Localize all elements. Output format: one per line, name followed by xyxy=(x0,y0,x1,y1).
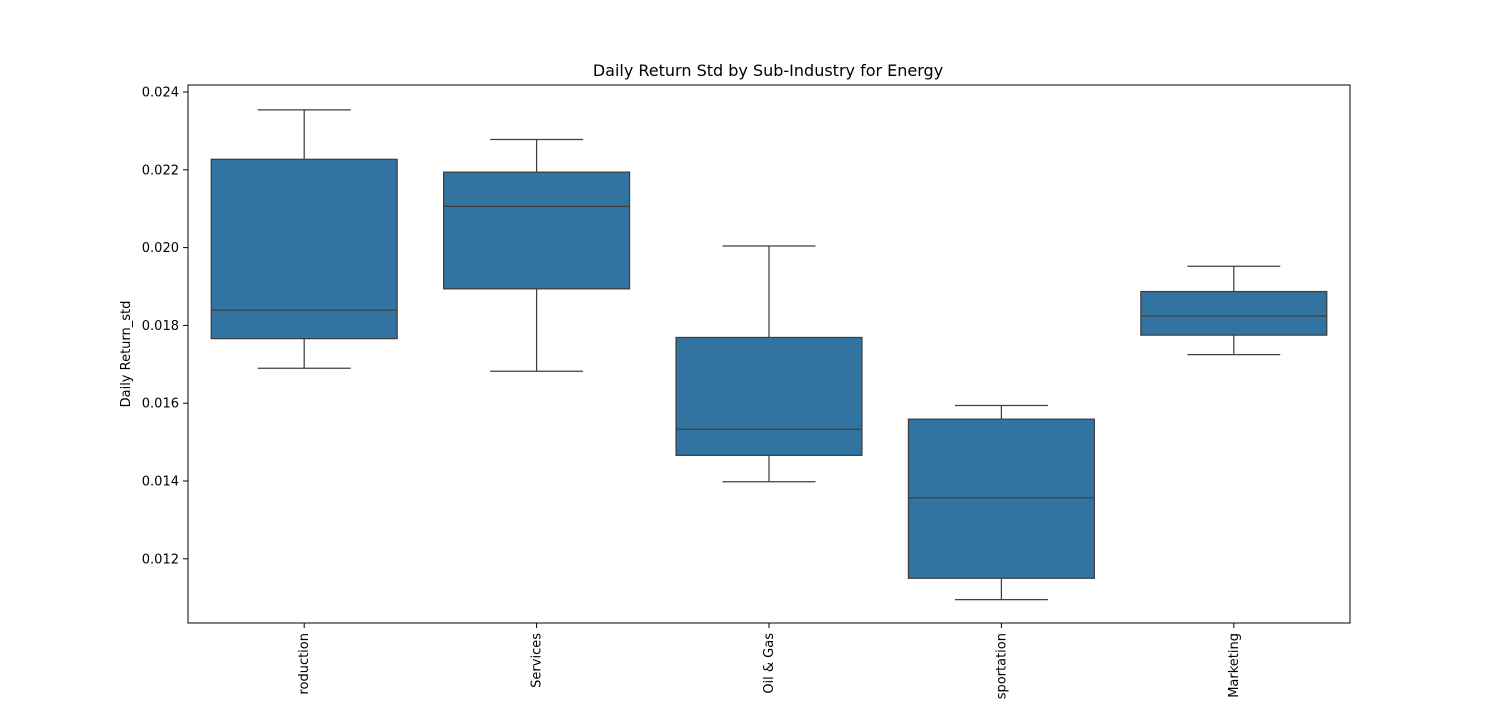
x-tick-label: Oil & Gas xyxy=(762,633,777,694)
chart-title: Daily Return Std by Sub-Industry for Ene… xyxy=(593,61,943,80)
box xyxy=(907,418,1095,579)
y-axis-label: Daily Return_std xyxy=(119,301,134,408)
y-tick-label: 0.014 xyxy=(142,475,179,490)
box xyxy=(210,158,398,340)
y-tick-label: 0.012 xyxy=(142,552,179,567)
y-tick-label: 0.018 xyxy=(142,319,179,334)
y-tick-label: 0.022 xyxy=(142,163,179,178)
plot-frame xyxy=(187,84,1351,624)
box xyxy=(443,171,631,290)
y-tick-label: 0.016 xyxy=(142,397,179,412)
box xyxy=(1140,290,1328,336)
x-tick-label: roduction xyxy=(297,633,312,695)
plot-area: roduction Services Oil & Gas sportation Mark… xyxy=(142,84,1351,699)
x-tick-label: Marketing xyxy=(1227,633,1242,698)
y-tick-label: 0.024 xyxy=(142,86,179,101)
box xyxy=(675,336,863,456)
y-tick-label: 0.020 xyxy=(142,241,179,256)
x-tick-label: sportation xyxy=(994,633,1009,699)
x-tick-label: Services xyxy=(530,633,545,688)
